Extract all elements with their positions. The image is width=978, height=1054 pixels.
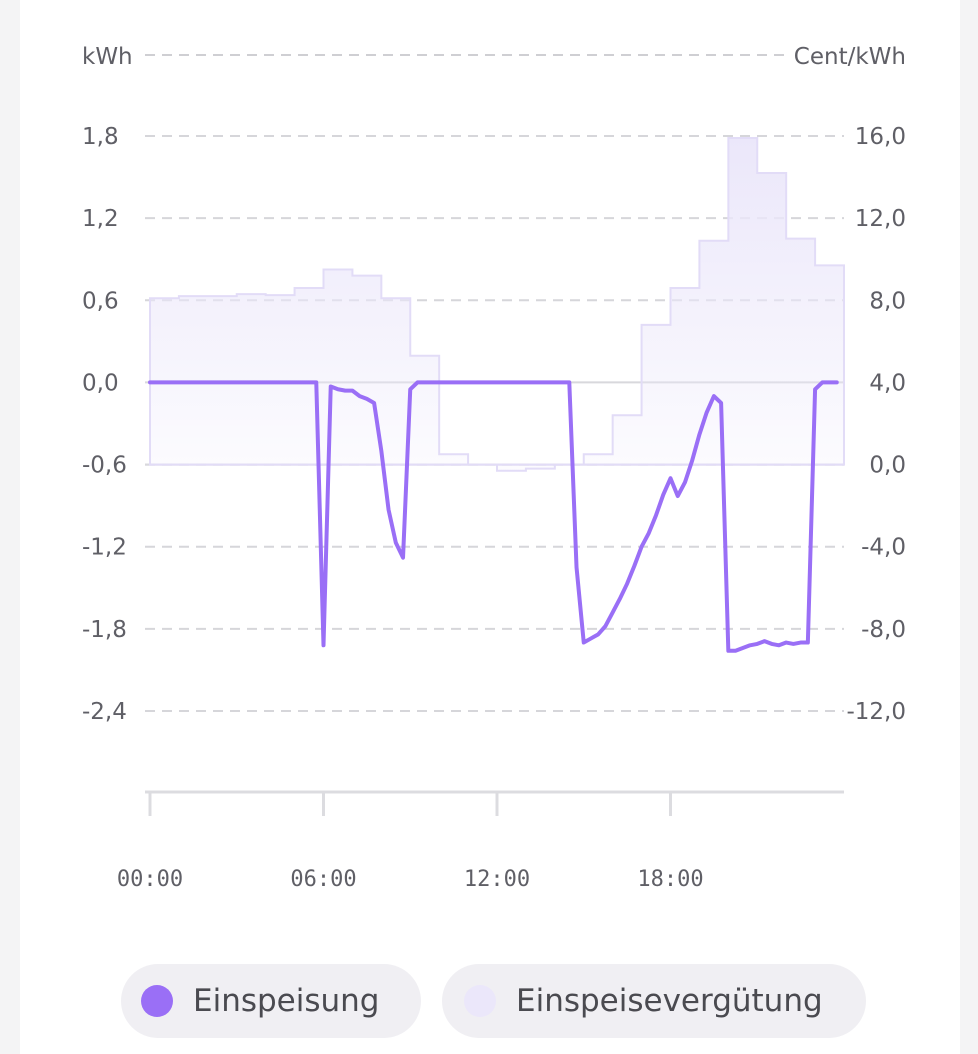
axis-labels: kWh Cent/kWh 1,8 1,2 0,6 0,0 -0,6 -1,2 -1,8 -2,… <box>82 44 906 892</box>
right-tick-label: -8,0 <box>861 617 906 643</box>
left-tick-label: 0,0 <box>82 370 119 396</box>
right-tick-label: -12,0 <box>846 699 906 725</box>
right-axis-unit: Cent/kWh <box>794 44 906 70</box>
legend-label-einspeisung: Einspeisung <box>193 983 380 1019</box>
left-tick-label: -1,8 <box>82 617 127 643</box>
legend-label-einspeiseverguetung: Einspeisevergütung <box>516 983 823 1019</box>
left-tick-label: -2,4 <box>82 699 127 725</box>
legend-dot-einspeiseverguetung <box>464 985 496 1017</box>
x-tick-label: 06:00 <box>290 867 356 892</box>
right-tick-label: -4,0 <box>861 535 906 561</box>
left-tick-label: 1,8 <box>82 124 119 150</box>
legend-item-einspeiseverguetung[interactable]: Einspeisevergütung <box>442 964 866 1038</box>
right-tick-label: 0,0 <box>869 453 906 479</box>
legend-item-einspeisung[interactable]: Einspeisung <box>121 964 421 1038</box>
right-tick-label: 12,0 <box>855 206 906 232</box>
x-tick-label: 18:00 <box>637 867 703 892</box>
left-tick-label: 1,2 <box>82 206 119 232</box>
legend-dot-einspeisung <box>141 985 173 1017</box>
left-tick-label: -1,2 <box>82 535 127 561</box>
legend: Einspeisung Einspeisevergütung <box>0 964 978 1038</box>
right-tick-label: 8,0 <box>869 288 906 314</box>
series-einspeiseverguetung-area <box>149 137 845 472</box>
x-tick-label: 00:00 <box>117 867 183 892</box>
left-axis-unit: kWh <box>82 44 133 70</box>
axes <box>145 790 844 816</box>
series-einspeisung-line <box>148 380 839 653</box>
right-tick-label: 4,0 <box>869 370 906 396</box>
left-tick-label: 0,6 <box>82 288 119 314</box>
x-tick-label: 12:00 <box>464 867 530 892</box>
left-tick-label: -0,6 <box>82 453 127 479</box>
chart: kWh Cent/kWh 1,8 1,2 0,6 0,0 -0,6 -1,2 -1,8 -2,… <box>82 44 906 892</box>
right-tick-label: 16,0 <box>855 124 906 150</box>
chart-card: kWh Cent/kWh 1,8 1,2 0,6 0,0 -0,6 -1,2 -1,8 -2,… <box>20 0 960 1054</box>
